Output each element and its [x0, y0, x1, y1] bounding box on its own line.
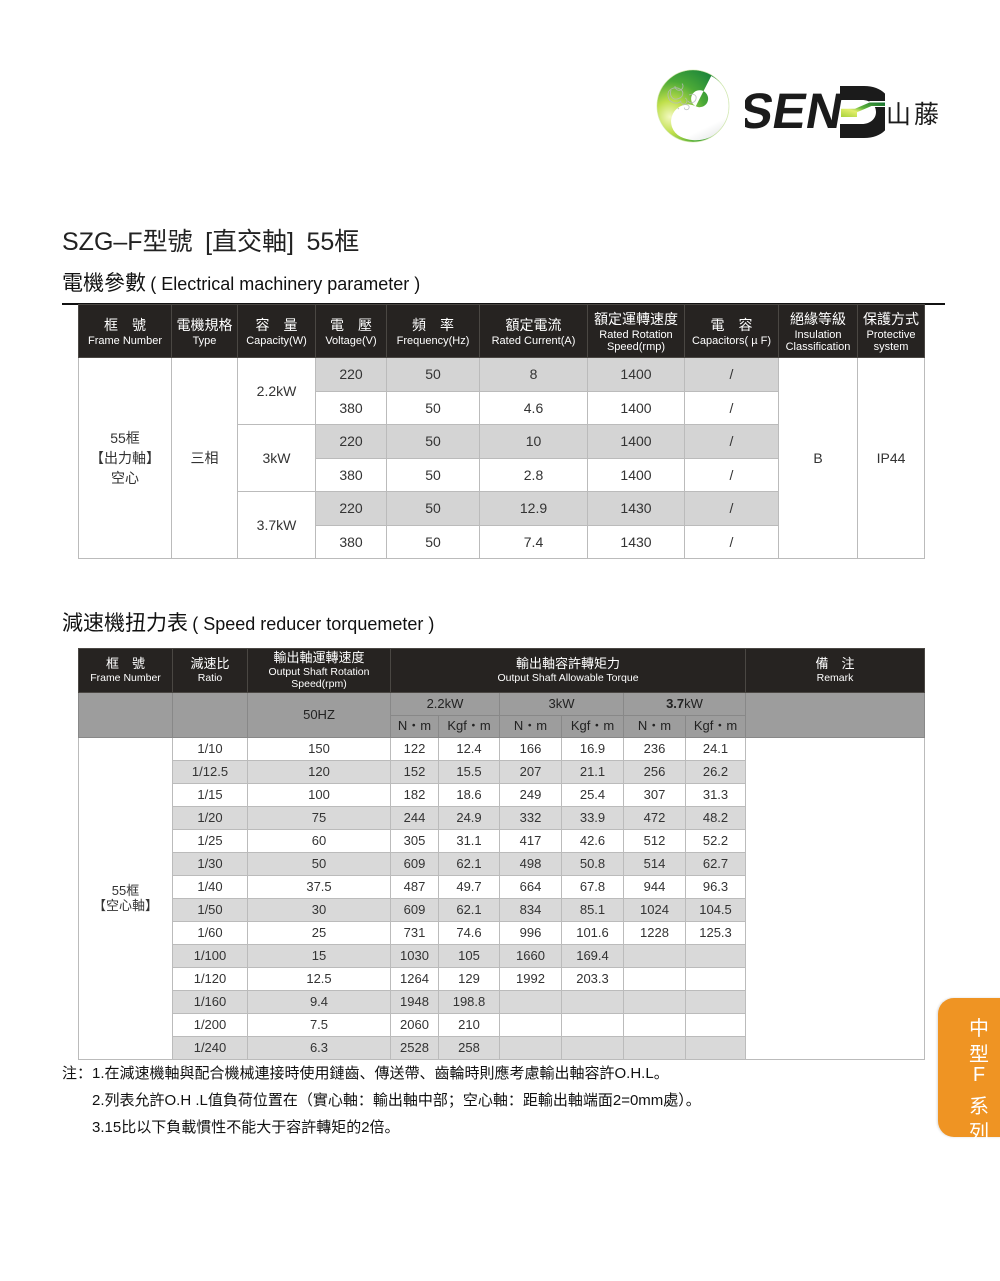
svg-text:SEN: SEN: [745, 82, 848, 139]
